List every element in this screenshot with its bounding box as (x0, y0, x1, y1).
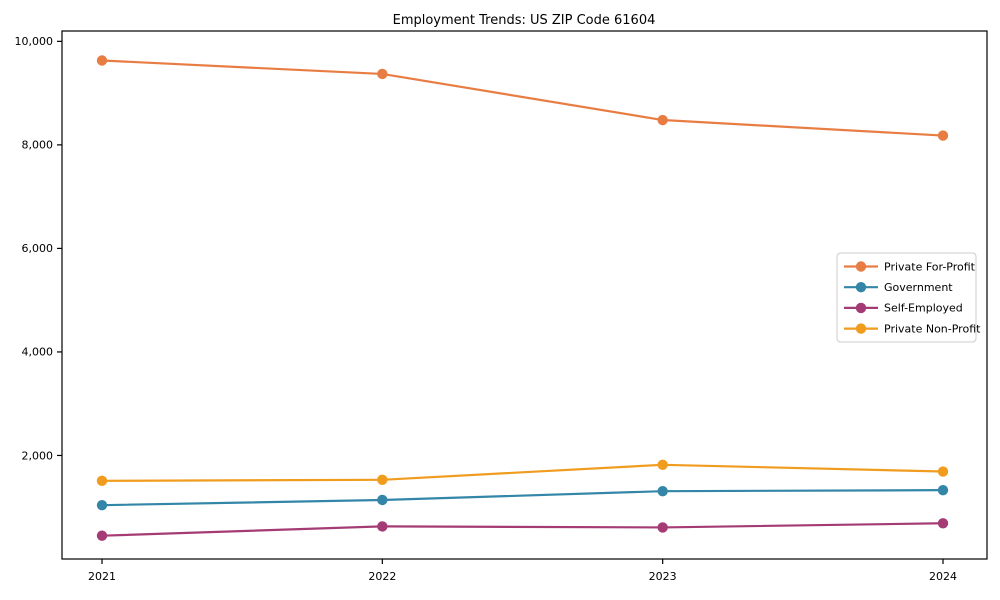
legend-marker-icon (855, 323, 867, 334)
y-tick-label: 10,000 (15, 35, 54, 48)
data-point-self-employed-2023 (657, 522, 668, 533)
y-tick-label: 6,000 (22, 242, 54, 255)
data-point-self-employed-2021 (96, 530, 108, 541)
x-tick-label: 2023 (649, 570, 677, 583)
data-point-self-employed-2024 (937, 518, 949, 529)
legend-label-self-employed: Self-Employed (884, 302, 963, 315)
y-tick-label: 8,000 (22, 139, 54, 152)
data-point-private-non-profit-2022 (377, 474, 388, 485)
series-line-private-for-profit (100, 59, 945, 137)
x-tick-label: 2022 (368, 570, 396, 583)
y-tick-label: 2,000 (22, 449, 54, 462)
y-tick-label: 4,000 (22, 346, 54, 359)
data-point-private-for-profit-2021 (96, 55, 108, 66)
data-point-government-2023 (657, 485, 668, 497)
data-point-private-for-profit-2024 (937, 130, 949, 141)
series-line-private-non-profit (100, 463, 945, 482)
plot-area: 2,000 4,000 6,000 8,000 10,000 2021 2022 2023 20… (15, 30, 988, 583)
series-line-self-employed (100, 522, 945, 537)
plot-border (61, 30, 988, 560)
data-point-private-for-profit-2022 (377, 68, 388, 80)
x-tick-label: 2024 (929, 570, 957, 583)
legend-label-private-non-profit: Private Non-Profit (884, 322, 981, 335)
chart-title: Employment Trends: US ZIP Code 61604 (393, 13, 656, 28)
series-line-government (100, 489, 945, 507)
legend-marker-icon (855, 302, 867, 314)
data-point-government-2021 (96, 499, 108, 511)
data-point-government-2024 (937, 484, 949, 496)
legend-label-government: Government (884, 281, 953, 294)
data-point-government-2022 (377, 494, 388, 506)
x-tick-label: 2021 (88, 570, 116, 583)
legend-label-private-for-profit: Private For-Profit (884, 260, 976, 273)
legend-marker-icon (855, 261, 867, 272)
legend-marker-icon (855, 282, 867, 293)
data-point-private-non-profit-2024 (937, 466, 949, 477)
data-point-private-for-profit-2023 (657, 114, 668, 126)
data-point-private-non-profit-2023 (657, 459, 668, 470)
legend-box (836, 252, 977, 343)
data-point-self-employed-2022 (377, 521, 388, 532)
legend: Private For-Profit Government Self-Employe… (836, 252, 981, 343)
data-point-private-non-profit-2021 (96, 475, 108, 487)
